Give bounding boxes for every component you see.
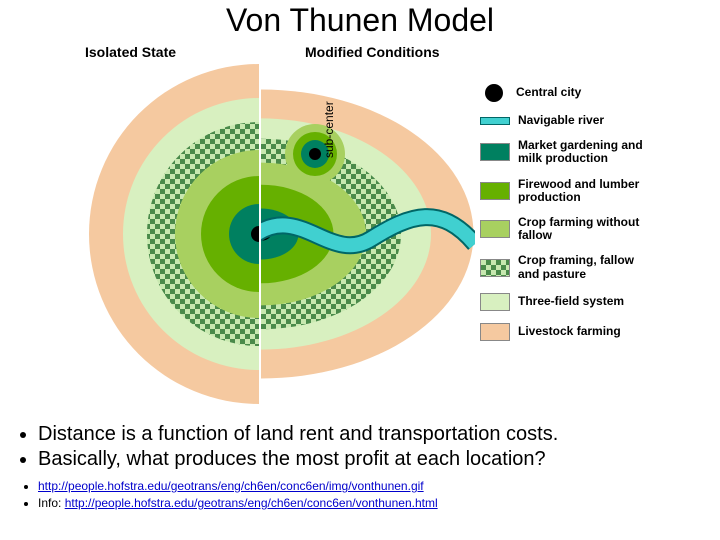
legend-label: Three-field system bbox=[518, 295, 624, 308]
legend-swatch bbox=[485, 84, 503, 102]
legend-swatch bbox=[480, 143, 510, 161]
legend: Central city Navigable river Market garden… bbox=[480, 84, 645, 353]
legend-label: Central city bbox=[516, 86, 581, 99]
legend-item: Market gardening and milk production bbox=[480, 139, 645, 165]
panel-isolated-state bbox=[45, 64, 259, 404]
image-link[interactable]: http://people.hofstra.edu/geotrans/eng/c… bbox=[38, 479, 424, 493]
legend-swatch bbox=[480, 293, 510, 311]
slide: Von Thunen Model Isolated State Modified… bbox=[0, 0, 720, 540]
link-image: http://people.hofstra.edu/geotrans/eng/c… bbox=[38, 478, 710, 495]
svg-text:sub-center: sub-center bbox=[322, 101, 336, 158]
von-thunen-figure: Isolated State Modified Conditions sub-c… bbox=[45, 44, 645, 414]
legend-label: Market gardening and milk production bbox=[518, 139, 645, 165]
label-modified-conditions: Modified Conditions bbox=[305, 44, 440, 60]
info-link[interactable]: http://people.hofstra.edu/geotrans/eng/c… bbox=[65, 496, 438, 510]
legend-label: Navigable river bbox=[518, 114, 604, 127]
panel-modified-conditions: sub-center bbox=[261, 64, 475, 404]
legend-label: Firewood and lumber production bbox=[518, 178, 645, 204]
legend-swatch bbox=[480, 259, 510, 277]
diagram-panels: sub-center bbox=[45, 64, 475, 404]
legend-item: Livestock farming bbox=[480, 323, 645, 341]
link-info: Info: http://people.hofstra.edu/geotrans… bbox=[38, 495, 710, 512]
legend-item: Central city bbox=[480, 84, 645, 102]
info-prefix: Info: bbox=[38, 496, 65, 510]
link-bullets: http://people.hofstra.edu/geotrans/eng/c… bbox=[10, 478, 710, 512]
legend-label: Crop framing, fallow and pasture bbox=[518, 254, 645, 280]
legend-swatch bbox=[480, 323, 510, 341]
legend-item: Crop framing, fallow and pasture bbox=[480, 254, 645, 280]
legend-item: Navigable river bbox=[480, 114, 645, 127]
bullet-1: Distance is a function of land rent and … bbox=[38, 422, 710, 447]
legend-swatch bbox=[480, 117, 510, 125]
main-bullets: Distance is a function of land rent and … bbox=[10, 422, 710, 472]
slide-title: Von Thunen Model bbox=[0, 0, 720, 39]
legend-swatch bbox=[480, 182, 510, 200]
legend-item: Crop farming without fallow bbox=[480, 216, 645, 242]
legend-item: Firewood and lumber production bbox=[480, 178, 645, 204]
legend-label: Livestock farming bbox=[518, 325, 621, 338]
legend-item: Three-field system bbox=[480, 293, 645, 311]
legend-label: Crop farming without fallow bbox=[518, 216, 645, 242]
legend-swatch bbox=[480, 220, 510, 238]
bullet-2: Basically, what produces the most profit… bbox=[38, 447, 710, 472]
label-isolated-state: Isolated State bbox=[85, 44, 176, 60]
